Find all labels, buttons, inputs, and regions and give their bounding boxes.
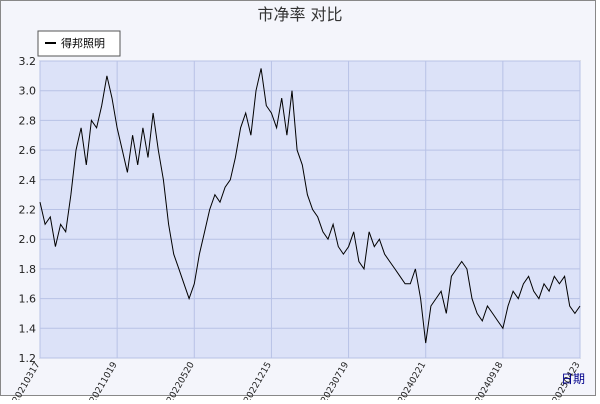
y-tick-label: 2.4 bbox=[19, 174, 37, 187]
y-tick-label: 2.2 bbox=[19, 204, 37, 217]
y-tick-label: 1.8 bbox=[19, 263, 37, 276]
y-tick-label: 3.2 bbox=[19, 55, 37, 68]
y-tick-label: 2.0 bbox=[19, 233, 37, 246]
y-tick-label: 1.2 bbox=[19, 352, 37, 365]
x-axis-label: 日期 bbox=[561, 372, 585, 386]
y-tick-label: 1.4 bbox=[19, 322, 37, 335]
legend-label: 得邦照明 bbox=[61, 37, 105, 50]
line-series bbox=[39, 68, 581, 344]
y-tick-label: 1.6 bbox=[19, 293, 37, 306]
chart-title: 市净率 对比 bbox=[257, 5, 342, 24]
y-tick-label: 3.0 bbox=[19, 85, 37, 98]
y-tick-label: 2.6 bbox=[19, 144, 37, 157]
y-tick-label: 2.8 bbox=[19, 114, 37, 127]
